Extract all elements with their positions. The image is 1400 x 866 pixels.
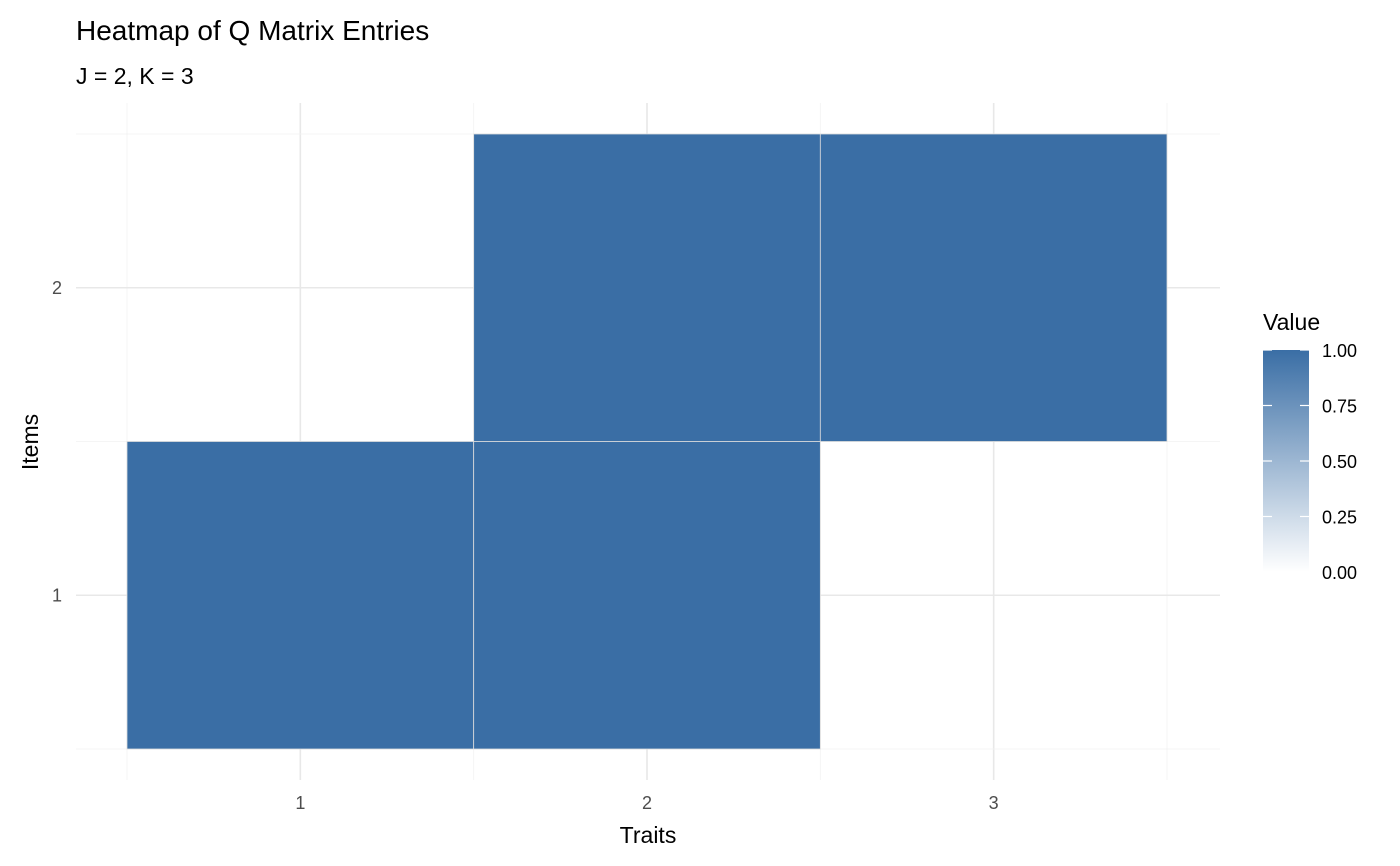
x-axis-ticks: 1 2 3 <box>295 793 998 813</box>
y-axis-title: Items <box>17 414 43 470</box>
heatmap-tile <box>473 441 821 750</box>
x-tick-label: 1 <box>295 793 305 813</box>
x-tick-label: 2 <box>642 793 652 813</box>
heatmap-tile <box>126 441 475 750</box>
legend-ticks: 0.00 0.25 0.50 0.75 1.00 <box>1263 341 1357 583</box>
y-axis-ticks: 12 <box>52 278 62 606</box>
x-axis-title: Traits <box>620 822 677 848</box>
legend-tick-label: 0.25 <box>1322 508 1357 528</box>
chart-title: Heatmap of Q Matrix Entries <box>76 15 429 46</box>
chart-subtitle: J = 2, K = 3 <box>76 63 194 89</box>
legend: Value 0.00 0.25 0.50 0.75 1.00 <box>1263 309 1357 583</box>
heatmap-tile <box>473 133 821 442</box>
heatmap-tile <box>819 133 1168 442</box>
legend-tick-label: 0.75 <box>1322 397 1357 417</box>
x-tick-label: 3 <box>989 793 999 813</box>
legend-tick-label: 1.00 <box>1322 341 1357 361</box>
heatmap-tiles <box>126 133 1168 750</box>
legend-tick-label: 0.50 <box>1322 452 1357 472</box>
y-tick-label: 1 <box>52 585 62 605</box>
legend-tick-label: 0.00 <box>1322 563 1357 583</box>
legend-title: Value <box>1263 309 1320 335</box>
y-tick-label: 2 <box>52 278 62 298</box>
